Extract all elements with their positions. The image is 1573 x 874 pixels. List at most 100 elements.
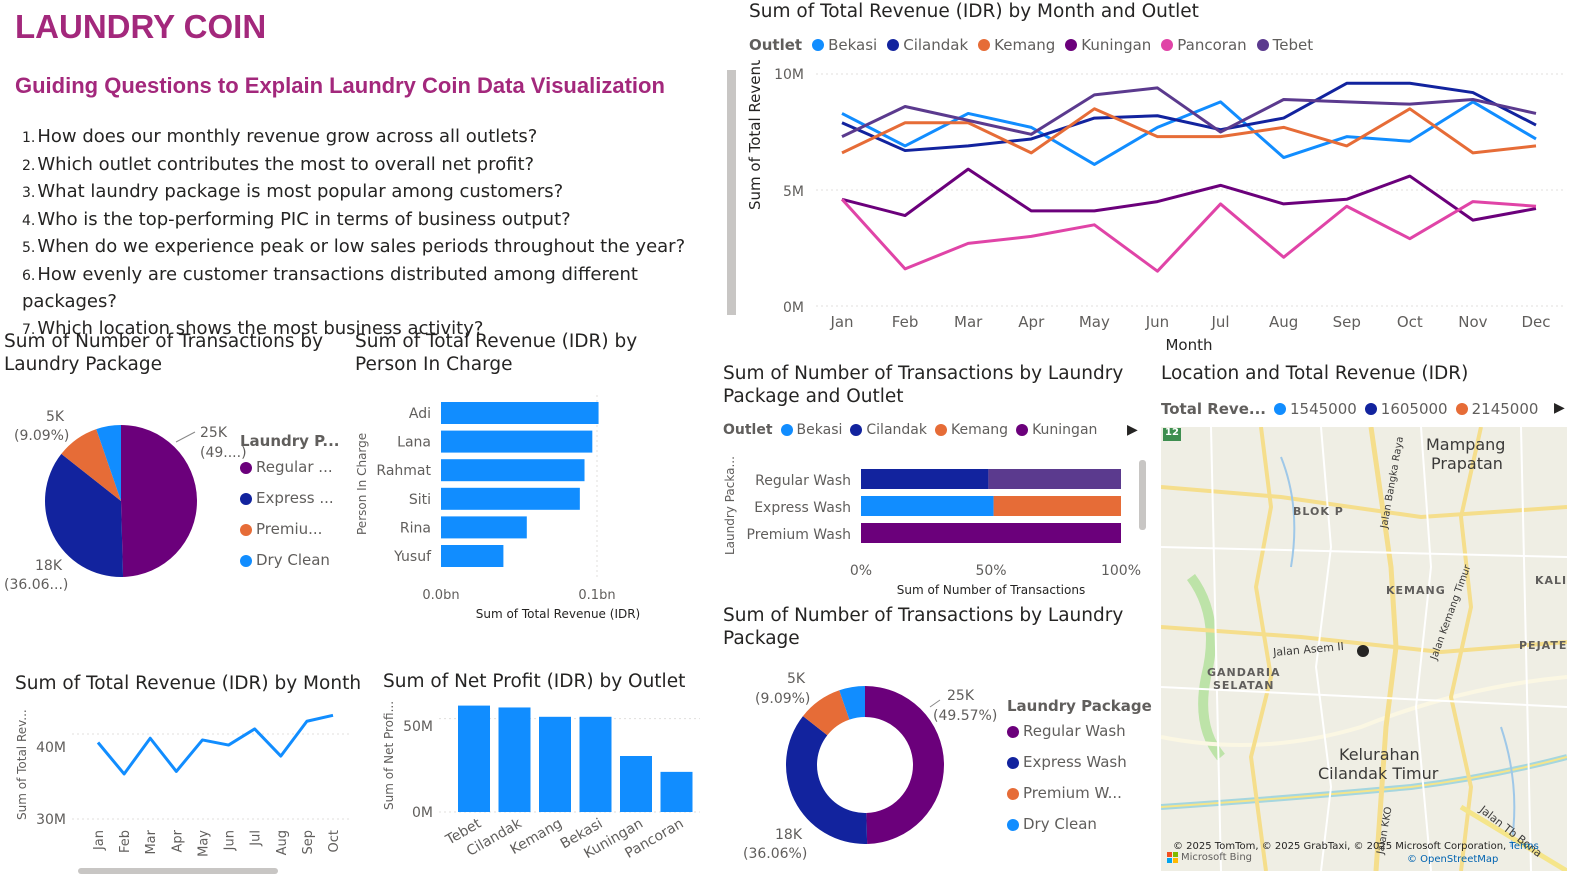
legend-item-kuningan[interactable]: Kuningan <box>1016 422 1097 438</box>
stacked-segment-kemang <box>993 496 1121 516</box>
series-line-tebet <box>841 86 1537 138</box>
bar-chart-pic[interactable]: Person In Charge Adi Lana Rahmat Siti Rina Yu… <box>350 390 680 625</box>
map-label: PEJATE <box>1519 639 1567 652</box>
line-chart-title: Sum of Total Revenue (IDR) by Month and … <box>749 1 1199 22</box>
legend-dot <box>240 554 252 567</box>
map-label: SELATAN <box>1213 679 1275 692</box>
data-label: (9.09%) <box>755 691 810 707</box>
scrollbar[interactable] <box>727 70 736 315</box>
legend-title: Laundry Package <box>1007 697 1152 715</box>
x-tick: 0% <box>850 563 872 579</box>
data-label: 5K <box>46 409 65 425</box>
y-axis-label: Laundry Packa... <box>723 456 737 555</box>
data-label: 18K <box>35 558 63 574</box>
legend-dot <box>934 424 947 436</box>
legend-item-1605000[interactable]: 1605000 <box>1364 400 1448 418</box>
legend-item-premium[interactable]: Premium W... <box>1007 778 1152 809</box>
map-copyright: © 2025 TomTom, © 2025 GrabTaxi, © 2025 M… <box>1173 841 1539 852</box>
line-chart-monthly[interactable]: Sum of Total Rev... 40M 30M Jan Feb Mar Apr… <box>0 700 355 874</box>
line-chart-legend[interactable]: Outlet Bekasi Cilandak Kemang Kuningan P… <box>749 36 1313 54</box>
legend-item-bekasi[interactable]: Bekasi <box>780 422 842 438</box>
osm-link[interactable]: © OpenStreetMap <box>1407 854 1499 865</box>
page-title: LAUNDRY COIN <box>15 8 267 45</box>
series-line-cilandak <box>841 81 1537 153</box>
legend-item-kemang[interactable]: Kemang <box>934 422 1008 438</box>
x-tick: Jul <box>249 830 264 847</box>
map-legend[interactable]: Total Reve... 1545000 1605000 2145000 <box>1161 400 1538 418</box>
pie-legend[interactable]: Laundry P... Regular ... Express ... Pre… <box>240 430 340 576</box>
legend-item-1545000[interactable]: 1545000 <box>1273 400 1357 418</box>
y-tick: 30M <box>36 812 66 828</box>
column-chart-net-profit[interactable]: Sum of Net Profi... 50M 0M TebetCilandak… <box>375 700 705 874</box>
data-label: (36.06%) <box>743 846 807 862</box>
legend-item-kemang[interactable]: Kemang <box>978 36 1055 54</box>
legend-next-arrow[interactable]: ▶ <box>1127 422 1138 438</box>
scrollbar[interactable] <box>78 868 278 874</box>
question-item: 2. Which outlet contributes the most to o… <box>22 153 535 175</box>
legend-item-pancoran[interactable]: Pancoran <box>1161 36 1247 54</box>
x-tick: Feb <box>118 830 133 853</box>
legend-item-express[interactable]: Express Wash <box>1007 747 1152 778</box>
bar-lana <box>441 430 593 453</box>
bar-yusuf <box>441 545 504 567</box>
stacked-bar-chart[interactable]: Laundry Packa... Regular Wash Express Was… <box>718 455 1148 605</box>
pie-chart-package[interactable]: 25K (49....) 5K (9.09%) 18K (36.06...) <box>0 395 350 605</box>
x-axis-label: Sum of Total Revenue (IDR) <box>476 607 641 621</box>
legend-item-bekasi[interactable]: Bekasi <box>812 36 877 54</box>
legend-item-premium[interactable]: Premiu... <box>240 514 340 545</box>
map-canvas[interactable]: 12 Mampang Prapatan BLOK P KEMANG KALI P… <box>1161 427 1567 871</box>
stacked-segment-cilandak <box>861 469 989 489</box>
question-item: 3. What laundry package is most popular a… <box>22 181 564 202</box>
legend-item-cilandak[interactable]: Cilandak <box>887 36 968 54</box>
legend-item-express[interactable]: Express ... <box>240 483 340 514</box>
question-item: 4. Who is the top-performing PIC in terms… <box>22 208 571 230</box>
legend-item-cilandak[interactable]: Cilandak <box>850 422 927 438</box>
x-tick: Jun <box>223 830 238 851</box>
legend-item-kuningan[interactable]: Kuningan <box>1065 36 1151 54</box>
y-tick: Regular Wash <box>755 473 851 489</box>
x-tick: Aug <box>275 830 290 855</box>
pie-slice-premium-wash <box>802 690 850 736</box>
bing-logo: Microsoft Bing <box>1167 852 1252 863</box>
legend-item-regular[interactable]: Regular ... <box>240 452 340 483</box>
question-item: 6. How evenly are customer transactions d… <box>22 263 638 313</box>
map-title: Location and Total Revenue (IDR) <box>1161 363 1469 384</box>
x-tick: Dec <box>1521 313 1550 331</box>
legend-next-arrow[interactable]: ▶ <box>1554 400 1565 416</box>
legend-title: Outlet <box>749 36 803 54</box>
legend-dot <box>240 461 252 474</box>
x-tick: Mar <box>144 829 159 854</box>
legend-title: Laundry P... <box>240 432 340 450</box>
question-item: 1. How does our monthly revenue grow acro… <box>22 126 538 147</box>
legend-dot <box>1007 818 1019 831</box>
page-subtitle: Guiding Questions to Explain Laundry Coi… <box>15 73 665 98</box>
pie-slice-regular-wash <box>865 686 945 844</box>
line-chart-outlet[interactable]: Sum of Total Revenue (IDR) 10M 5M 0M Mon… <box>740 60 1570 360</box>
question-item: 5. When do we experience peak or low sale… <box>22 236 686 257</box>
guiding-questions: 1. How does our monthly revenue grow acro… <box>22 124 722 343</box>
pie-slice-dry-clean <box>839 686 865 720</box>
legend-dot <box>240 523 252 536</box>
scrollbar[interactable] <box>1139 460 1146 530</box>
donut-chart-package[interactable]: 25K (49.57%) 5K (9.09%) 18K (36.06%) <box>740 665 1005 870</box>
x-tick: Feb <box>892 313 919 331</box>
x-tick: 0.0bn <box>422 588 459 603</box>
x-tick: 0.1bn <box>578 588 615 603</box>
terms-link[interactable]: Terms <box>1509 841 1539 852</box>
pie-slice-premium-wash <box>61 429 121 501</box>
stacked-segment-tebet <box>988 469 1121 489</box>
legend-item-regular[interactable]: Regular Wash <box>1007 716 1152 747</box>
stacked-segment-bekasi <box>861 496 994 516</box>
donut-legend[interactable]: Laundry Package Regular Wash Express Was… <box>1007 696 1152 840</box>
legend-item-dryclean[interactable]: Dry Clean <box>240 545 340 576</box>
legend-dot <box>978 39 991 51</box>
x-tick: May <box>196 830 211 857</box>
y-tick: 10M <box>774 67 804 83</box>
stacked-legend[interactable]: Outlet Bekasi Cilandak Kemang Kuningan <box>723 422 1097 438</box>
legend-dot <box>1273 403 1286 415</box>
legend-item-tebet[interactable]: Tebet <box>1256 36 1313 54</box>
legend-item-2145000[interactable]: 2145000 <box>1455 400 1538 418</box>
data-label: 5K <box>787 671 806 687</box>
bar-bekasi <box>579 716 612 812</box>
legend-item-dryclean[interactable]: Dry Clean <box>1007 809 1152 840</box>
